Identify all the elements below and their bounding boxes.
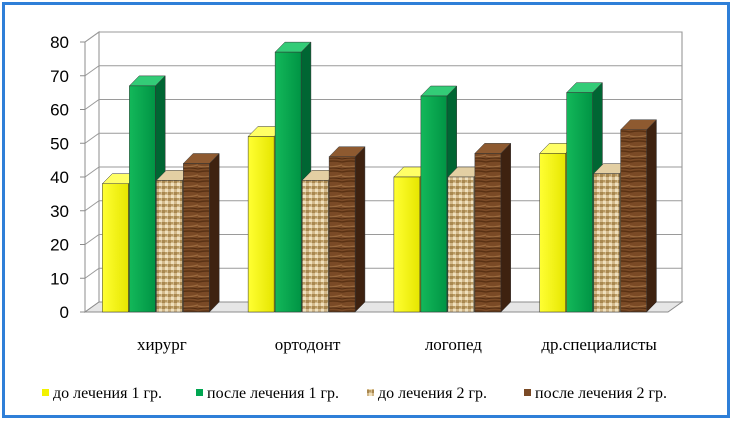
- bar-front: [274, 51, 302, 313]
- legend-swatch: [524, 389, 531, 396]
- bar-front: [156, 180, 183, 313]
- bar-front: [447, 176, 475, 313]
- y-axis: 0 10 20 30 40 50 60 70 80: [50, 33, 86, 322]
- bar: [328, 146, 366, 313]
- bar-side: [209, 152, 220, 313]
- y-tick-label: 0: [60, 303, 69, 322]
- bar-front: [328, 156, 356, 313]
- legend-label: до лечения 2 гр.: [378, 385, 487, 402]
- gridline: [84, 99, 682, 110]
- x-tick-label: др.специалисты: [541, 335, 657, 354]
- y-tick-label: 80: [50, 33, 69, 52]
- y-tick-label: 60: [50, 101, 69, 120]
- y-tick-label: 50: [50, 134, 69, 153]
- x-tick-label: хирург: [137, 335, 187, 354]
- y-tick-label: 10: [50, 269, 69, 288]
- legend-label: после лечения 1 гр.: [207, 385, 339, 402]
- bars: [101, 41, 658, 313]
- bar-front: [620, 129, 647, 313]
- bar-front: [301, 180, 329, 313]
- bar-side: [500, 142, 511, 313]
- gridline: [84, 65, 682, 77]
- bar-front: [539, 153, 566, 313]
- bar-front: [102, 183, 129, 313]
- bar-front: [420, 95, 448, 313]
- legend-entry: после лечения 2 гр.: [524, 385, 667, 402]
- legend-swatch: [42, 389, 49, 396]
- legend: до лечения 1 гр. после лечения 1 гр. до ле…: [42, 385, 667, 402]
- bar-side: [354, 146, 366, 313]
- bar-front: [474, 153, 502, 313]
- bar-front: [593, 173, 620, 313]
- legend-swatch: [367, 389, 374, 396]
- gridline: [84, 132, 682, 144]
- bar-front: [393, 176, 421, 313]
- legend-entry: после лечения 1 гр.: [196, 385, 339, 402]
- y-tick-label: 70: [50, 67, 69, 86]
- x-tick-label: ортодонт: [275, 335, 341, 354]
- bar: [620, 119, 658, 313]
- x-axis: хирург ортодонт логопед др.специалисты: [137, 335, 657, 354]
- bar-front: [247, 136, 275, 313]
- y-tick-label: 30: [50, 202, 69, 221]
- legend-swatch: [196, 389, 203, 396]
- bar-front: [566, 92, 593, 313]
- y-tick-label: 20: [50, 236, 69, 255]
- bar-front: [129, 85, 156, 313]
- bar: [474, 142, 512, 313]
- legend-entry: до лечения 1 гр.: [42, 385, 162, 402]
- bar-side: [646, 119, 657, 313]
- gridline: [84, 31, 682, 43]
- y-tick-label: 40: [50, 168, 69, 187]
- legend-label: после лечения 2 гр.: [535, 385, 667, 402]
- bar-front: [183, 163, 210, 313]
- bar: [182, 152, 220, 313]
- x-tick-label: логопед: [425, 335, 482, 354]
- legend-label: до лечения 1 гр.: [53, 385, 162, 402]
- legend-entry: до лечения 2 гр.: [367, 385, 487, 402]
